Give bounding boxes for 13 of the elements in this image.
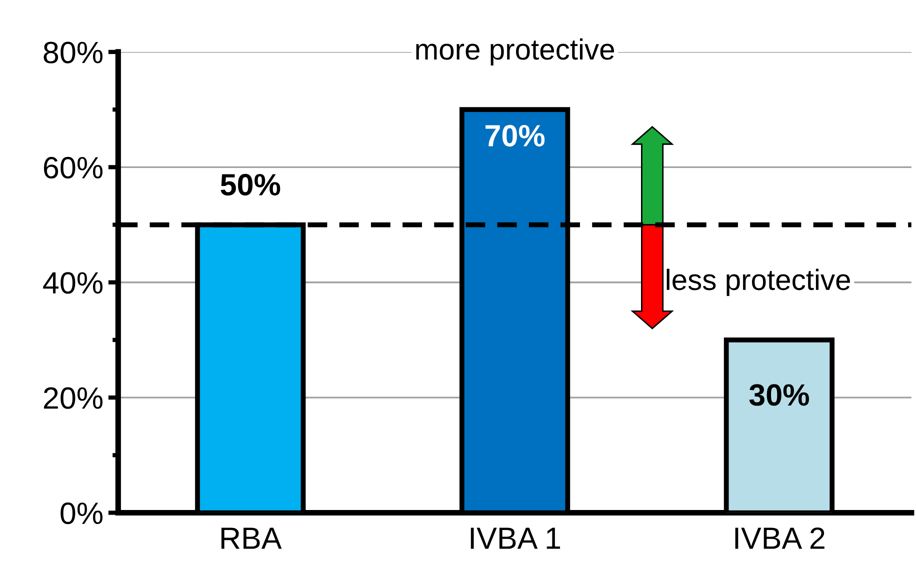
y-tick-label: 20% xyxy=(44,387,102,409)
y-tick-label: 40% xyxy=(43,272,102,294)
data-label: 70% xyxy=(486,124,545,147)
data-label: 50% xyxy=(220,174,280,196)
y-tick-label: 80% xyxy=(44,42,102,64)
annotation: less protective xyxy=(666,268,850,296)
y-tick-label: 0% xyxy=(60,502,102,524)
x-tick-label: IVBA 1 xyxy=(470,528,560,549)
data-label: 30% xyxy=(749,384,809,406)
x-tick-label: IVBA 2 xyxy=(735,527,824,549)
y-tick-label: 60% xyxy=(44,156,102,179)
annotation: more protective xyxy=(416,38,614,66)
x-tick-label: RBA xyxy=(221,528,282,549)
